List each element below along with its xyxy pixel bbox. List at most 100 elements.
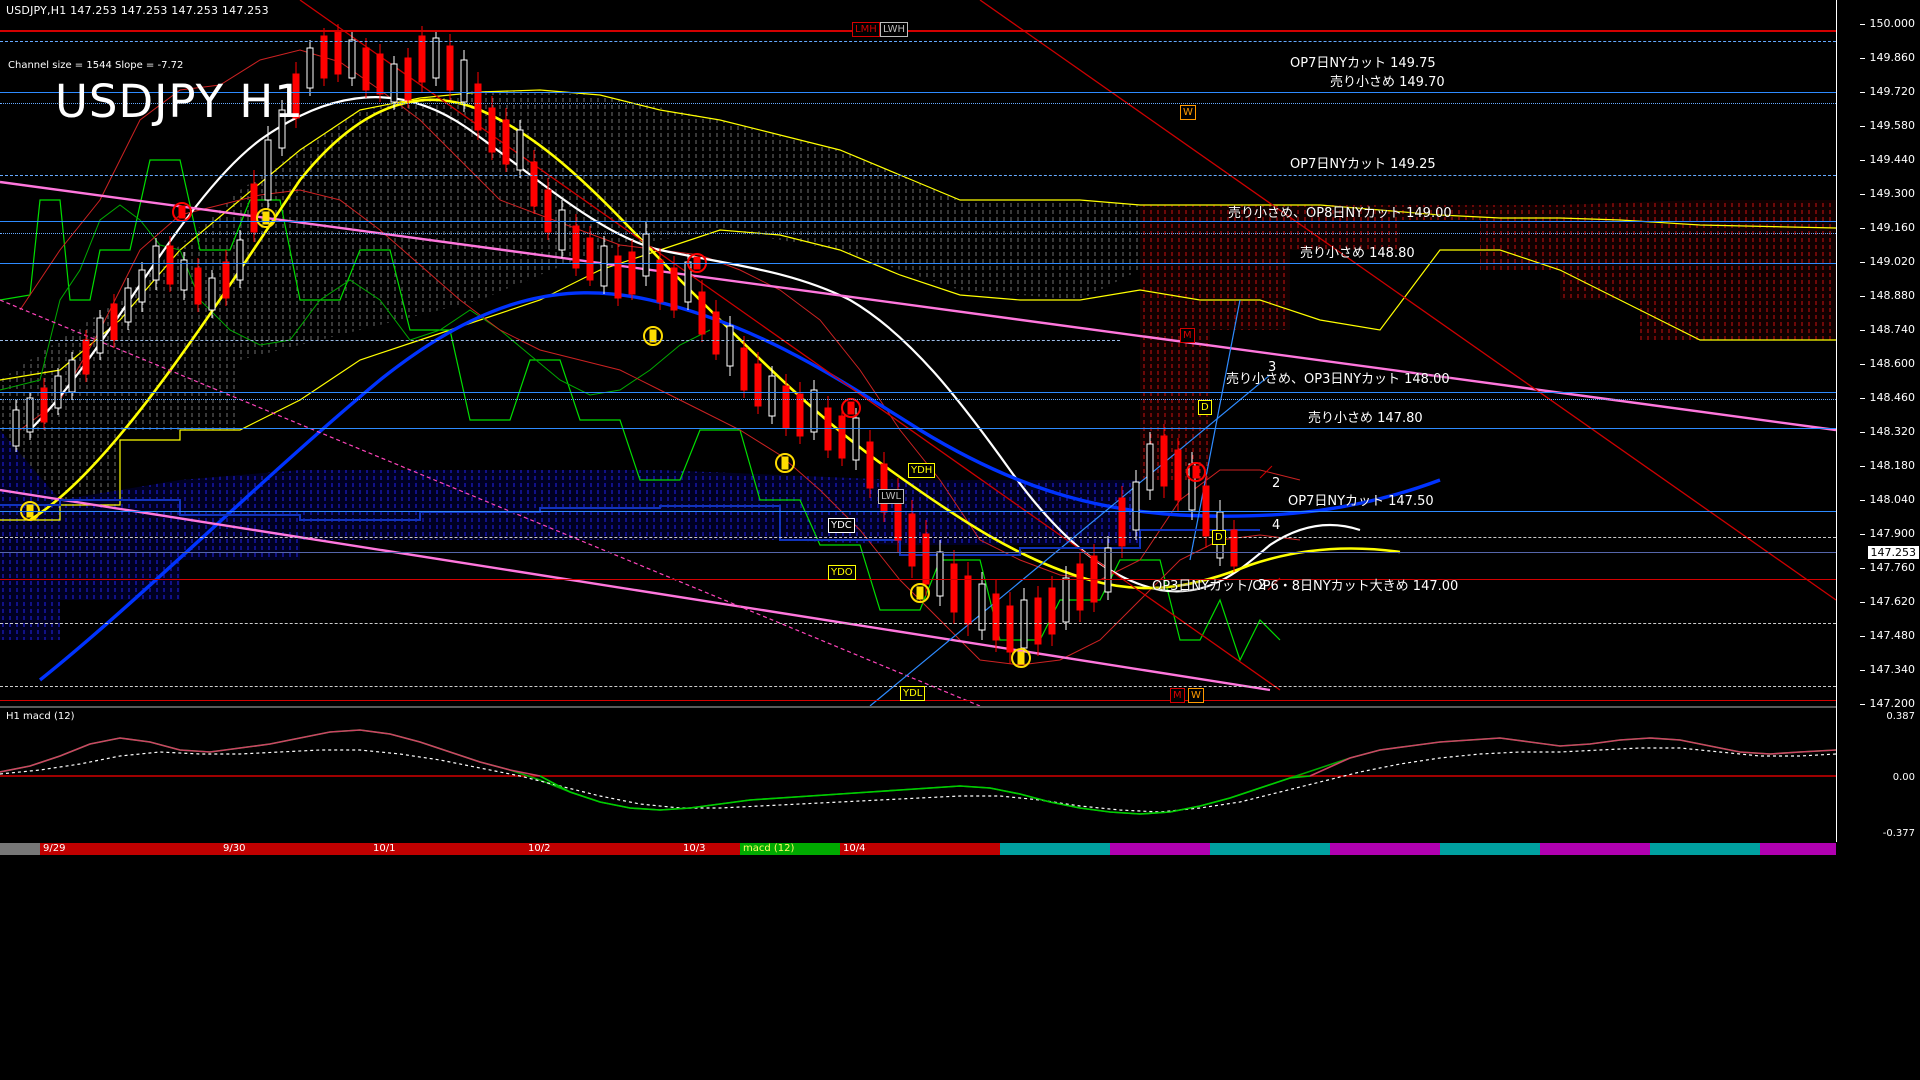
price-tick-19: 147.340 [1859,663,1915,676]
time-seg-future-0 [1000,843,1110,855]
price-line-147-80 [0,428,1836,429]
annotation-3: 3 [1268,360,1277,375]
trendline-magenta-3 [0,299,981,706]
marker-tag-w-top: W [1180,105,1196,120]
price-line-147-50 [0,511,1836,512]
time-seg-0b [0,843,40,855]
price-tick-10: 148.600 [1859,357,1915,370]
price-line-147-25 [0,552,1836,553]
channel-info-text: Channel size = 1544 Slope = -7.72 [8,60,184,71]
time-seg-future-6 [1650,843,1760,855]
annotation-2b: 2 [1258,578,1267,593]
price-tick-16: 147.760 [1859,561,1915,574]
macd-tick-top: 0.387 [1886,711,1915,722]
time-seg-0: 9/29 [40,843,220,855]
annotation-2a: 2 [1272,476,1281,491]
price-line-148-35-dash [0,340,1120,341]
price-tick-2: 149.720 [1859,85,1915,98]
time-scale[interactable]: 9/29 9/30 10/1 10/2 10/3 macd (12) 10/4 [0,843,1920,1080]
level-label-3: 売り小さめ、OP8日NYカット 149.00 [1228,206,1452,221]
annotation-4: 4 [1272,518,1281,533]
time-seg-future-5 [1540,843,1650,855]
annotation-leader-2 [1267,577,1281,591]
price-tick-1: 149.860 [1859,51,1915,64]
channel-line-left [299,0,1281,691]
price-line-147-95-dot [0,399,1836,400]
price-line-148-80 [0,263,1836,264]
macd-pane[interactable]: H1 macd (12) [0,707,1836,844]
macd-positive-segment-left [0,729,541,777]
price-tick-5: 149.300 [1859,187,1915,200]
envelope-lower [19,189,1301,666]
time-seg-macd-tag: macd (12) [740,843,840,855]
price-line-149-70 [0,92,1836,93]
marker-tag-ydo: YDO [828,565,856,580]
indicator-green-line [0,204,711,396]
marker-tag-lwh: LWH [880,22,909,37]
price-tick-9: 148.740 [1859,323,1915,336]
marker-tag-ydh: YDH [908,463,936,478]
signal-markers [20,202,1206,668]
channel-line-right [979,0,1836,601]
level-label-5: 売り小さめ、OP3日NYカット 148.00 [1226,372,1450,387]
price-tick-18: 147.480 [1859,629,1915,642]
level-label-0: OP7日NYカット 149.75 [1290,56,1436,71]
price-tick-12: 148.320 [1859,425,1915,438]
price-tick-14: 148.040 [1859,493,1915,506]
price-chart-pane[interactable]: USDJPY,H1 147.253 147.253 147.253 147.25… [0,0,1836,707]
trendline-magenta-1 [0,180,1836,432]
trendline-cyan-1 [869,374,1271,706]
level-label-6: 売り小さめ 147.80 [1308,411,1423,426]
time-seg-3: 10/2 [525,843,680,855]
price-tick-13: 148.180 [1859,459,1915,472]
macd-positive-segment-right [1309,737,1836,777]
marker-tag-ydl: YDL [900,686,926,701]
marker-tag-d-right: D [1198,400,1212,415]
macd-tick-zero: 0.00 [1892,772,1915,783]
marker-tag-lwl: LWL [878,489,905,504]
price-tick-11: 148.460 [1859,391,1915,404]
time-seg-1: 9/30 [220,843,370,855]
kumo-red-future [1140,200,1836,480]
time-seg-future-3 [1330,843,1440,855]
level-label-2: OP7日NYカット 149.25 [1290,157,1436,172]
trendline-cyan-2 [1189,299,1241,561]
price-tick-7: 149.020 [1859,255,1915,268]
price-tick-4: 149.440 [1859,153,1915,166]
time-seg-4: 10/3 [680,843,740,855]
macd-signal-line [0,747,1836,813]
annotation-leader-3 [1259,465,1273,479]
time-seg-future-1 [1110,843,1210,855]
marker-tag-ydc: YDC [828,518,855,533]
current-price-label: 147.253 [1867,546,1919,559]
price-chart-canvas [0,0,1836,706]
senkou-span-a [0,89,1836,381]
macd-canvas [0,729,1836,815]
time-seg-future-4 [1440,843,1540,855]
price-tick-6: 149.160 [1859,221,1915,234]
ma-white [29,96,1361,593]
marker-tag-m-mid: M [1180,328,1195,343]
trendline-magenta-2 [0,488,1271,692]
chart-watermark: USDJPY H1 [55,75,304,128]
marker-tag-m-bottom: M [1170,688,1185,703]
price-line-147-30-dash [0,537,1836,538]
price-line-148-00 [0,392,1836,393]
price-line-149-72-dash [0,41,1836,42]
time-seg-5: 10/4 [840,843,1000,855]
marker-tag-w-bottom: W [1188,688,1204,703]
price-line-149-68-dash [0,103,1836,104]
level-label-1: 売り小さめ 149.70 [1330,75,1445,90]
price-tick-3: 149.580 [1859,119,1915,132]
time-seg-future-7 [1760,843,1836,855]
level-label-4: 売り小さめ 148.80 [1300,246,1415,261]
kumo-blue-lower [0,430,1140,640]
macd-negative-segment [539,775,1311,815]
marker-tag-d-lower: D [1212,530,1226,545]
price-scale[interactable]: 150.000 149.860 149.720 149.580 149.440 … [1836,0,1920,873]
symbol-quote-header: USDJPY,H1 147.253 147.253 147.253 147.25… [6,4,269,17]
price-tick-0: 150.000 [1859,17,1915,30]
price-line-148-95-dot [0,233,1836,234]
time-seg-future-2 [1210,843,1330,855]
